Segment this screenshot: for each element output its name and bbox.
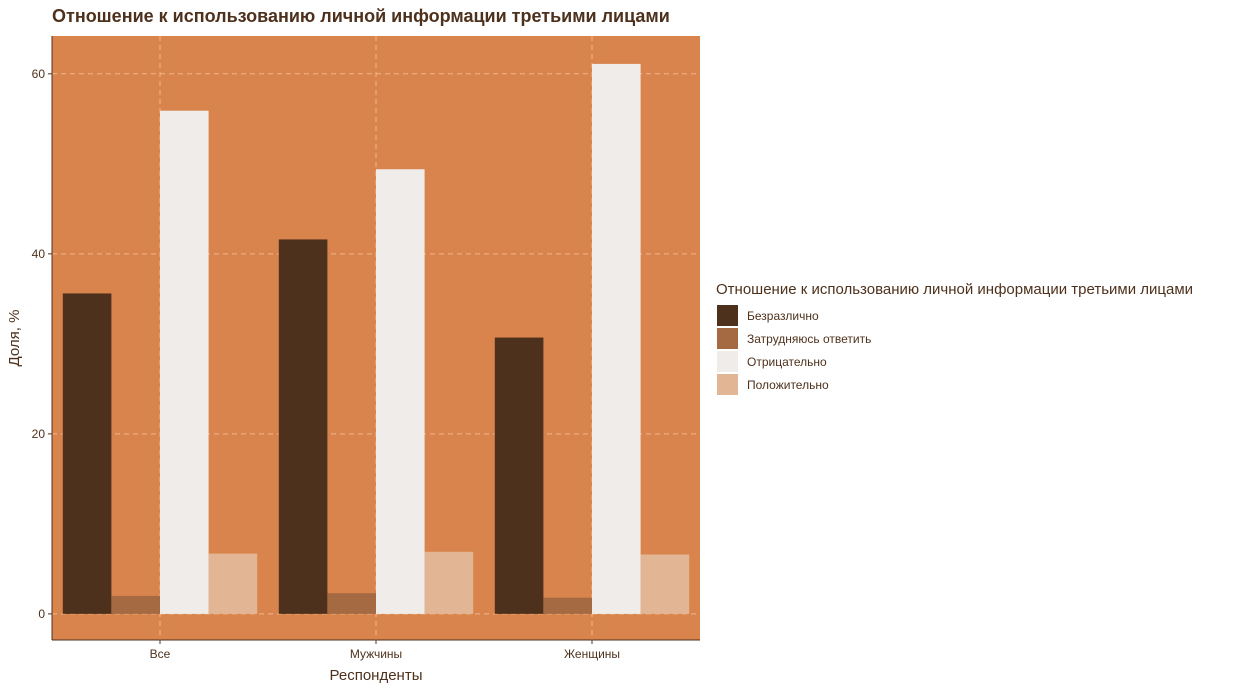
y-tick-label: 60 <box>32 67 46 81</box>
x-axis-ticks: Все Мужчины Женщины <box>150 640 620 661</box>
legend-label: Безразлично <box>747 309 819 323</box>
legend-label: Затрудняюсь ответить <box>747 332 871 346</box>
y-tick-label: 0 <box>38 607 45 621</box>
x-tick-label: Женщины <box>564 647 620 661</box>
chart-title: Отношение к использованию личной информа… <box>52 6 670 26</box>
bar <box>640 554 690 614</box>
bar <box>543 597 592 614</box>
legend: Отношение к использованию личной информа… <box>716 281 1193 395</box>
legend-swatch <box>717 351 738 372</box>
legend-swatch <box>717 328 738 349</box>
y-axis-ticks: 0 20 40 60 <box>32 67 52 621</box>
legend-label: Положительно <box>747 378 829 392</box>
y-tick-label: 20 <box>32 427 46 441</box>
bar <box>424 551 474 614</box>
legend-title: Отношение к использованию личной информа… <box>716 281 1193 298</box>
bar <box>376 169 425 614</box>
legend-label: Отрицательно <box>747 355 827 369</box>
bar <box>208 553 258 614</box>
legend-swatch <box>717 374 738 395</box>
x-tick-label: Мужчины <box>350 647 402 661</box>
bars <box>62 63 690 614</box>
bar <box>160 110 209 614</box>
x-tick-label: Все <box>150 647 171 661</box>
bar <box>327 593 376 614</box>
bar <box>494 337 544 614</box>
bar <box>592 63 641 614</box>
bar <box>278 239 328 614</box>
bar <box>111 595 160 614</box>
y-axis-title: Доля, % <box>6 310 23 367</box>
legend-swatch <box>717 305 738 326</box>
bar <box>62 293 112 614</box>
y-tick-label: 40 <box>32 247 46 261</box>
legend-items: Безразлично Затрудняюсь ответить Отрицател… <box>717 305 871 395</box>
x-axis-title: Респонденты <box>330 667 423 684</box>
